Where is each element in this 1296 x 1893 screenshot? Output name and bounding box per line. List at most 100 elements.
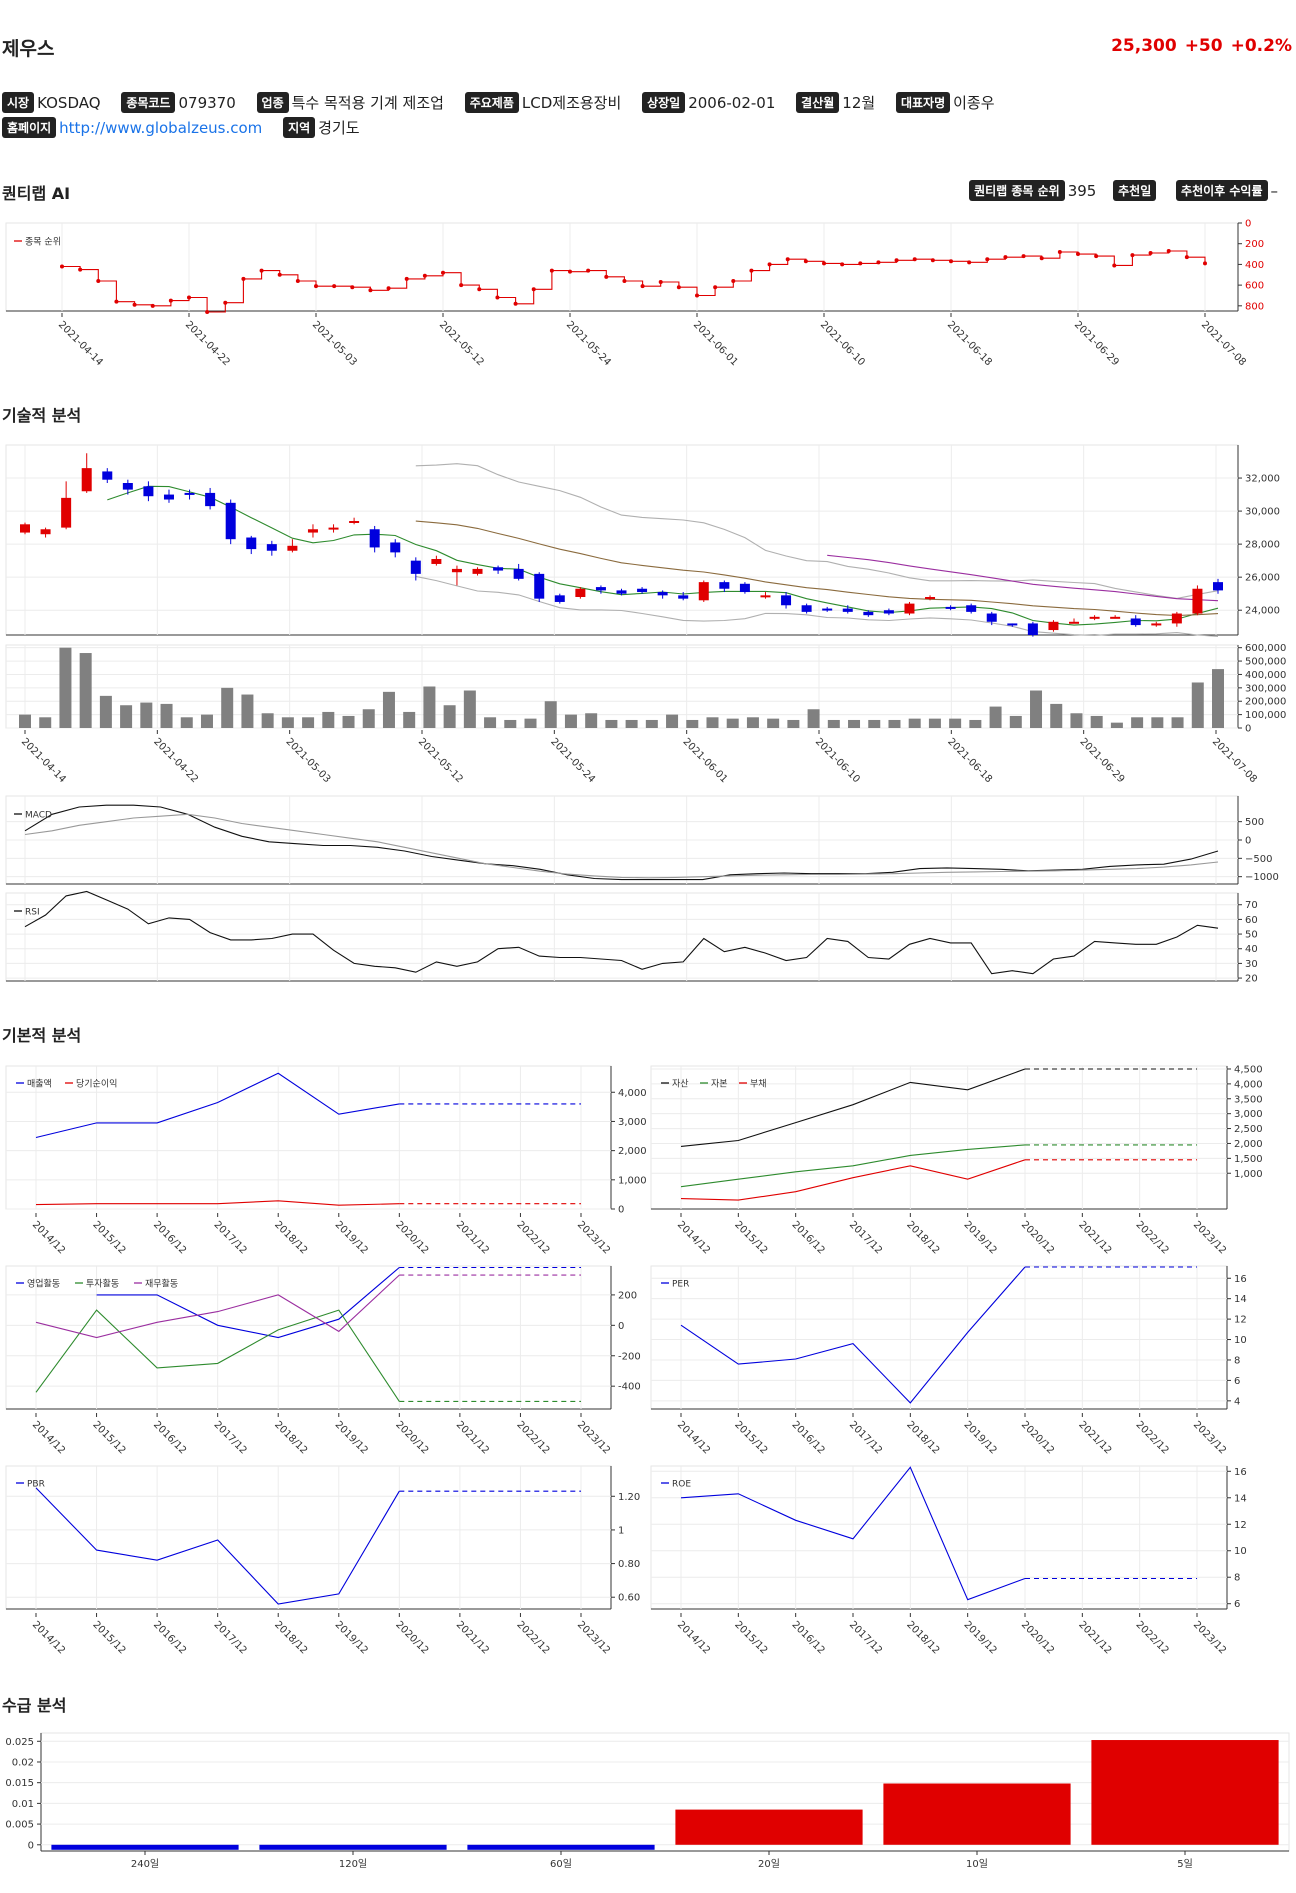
per-chart-xtick-label: 2019/12	[962, 1419, 999, 1456]
candle-body	[225, 502, 236, 540]
candle-body	[986, 613, 997, 622]
per-chart-xtick-label: 2016/12	[790, 1419, 827, 1456]
roe-chart-xtick-label: 2015/12	[732, 1619, 769, 1656]
candle-body	[904, 603, 915, 614]
rank-chart-xtick-label: 2021-06-18	[945, 319, 994, 368]
roe-chart-xtick-label: 2023/12	[1191, 1619, 1228, 1656]
candle-body	[205, 492, 216, 507]
revenue-chart-series-0	[35, 1072, 400, 1139]
rank-point	[731, 278, 736, 283]
rank-point	[60, 264, 64, 269]
flow-chart-tick-label: 0.015	[5, 1778, 34, 1789]
roe-chart-legend-label: ROE	[672, 1480, 691, 1490]
rank-point	[658, 280, 663, 285]
rank-point	[1203, 261, 1207, 266]
volume-bar	[746, 717, 759, 728]
rank-point	[1112, 263, 1117, 268]
balance-chart-xtick-label: 2021/12	[1076, 1219, 1113, 1256]
volume-bar	[403, 711, 416, 728]
rank-point	[1021, 254, 1026, 259]
candle-body	[307, 529, 318, 533]
rank-point	[1003, 255, 1008, 260]
rank-point	[858, 261, 863, 266]
cashflow-chart-xtick-label: 2015/12	[90, 1419, 127, 1456]
balance-chart-xtick-label: 2015/12	[732, 1219, 769, 1256]
rsi-chart-tick-label: 40	[1245, 944, 1258, 955]
info-row-2: 홈페이지 http://www.globalzeus.com 지역 경기도	[2, 117, 376, 138]
pbr-chart-tick-label: 1.20	[618, 1492, 640, 1503]
candle-body	[163, 494, 174, 500]
rank-point	[350, 285, 355, 290]
macd-chart-tick-label: −1000	[1245, 872, 1279, 883]
volume-bar	[787, 719, 800, 728]
cashflow-chart-xtick-label: 2020/12	[393, 1419, 430, 1456]
pbr-chart-tick-label: 0.60	[618, 1593, 640, 1604]
volume-bar	[686, 719, 699, 728]
balance-chart-xtick-label: 2020/12	[1019, 1219, 1056, 1256]
roe-chart-series-0	[680, 1466, 1026, 1601]
volume-bar	[1009, 715, 1022, 728]
volume-bar	[1110, 722, 1123, 728]
volume-bar	[261, 713, 274, 728]
rank-point	[695, 293, 699, 298]
section-ai: 퀀티랩 AI	[2, 184, 71, 203]
pbr-chart-series-0	[35, 1487, 400, 1605]
rank-point	[840, 262, 845, 267]
rank-chart-xtick-label: 2021-05-24	[564, 319, 613, 368]
candle-body	[575, 588, 586, 597]
candle-chart-tick-label: 30,000	[1245, 507, 1280, 518]
rank-point	[1057, 249, 1062, 254]
volume-bar	[382, 691, 395, 728]
volume-bar	[241, 694, 254, 728]
volume-chart-tick-label: 500,000	[1245, 657, 1286, 668]
rank-point	[531, 287, 536, 292]
rank-point	[386, 286, 391, 291]
volume-bar	[200, 714, 213, 728]
revenue-chart-xtick-label: 2019/12	[333, 1219, 370, 1256]
rank-point	[785, 257, 790, 262]
candle-body	[534, 573, 545, 599]
section-flow: 수급 분석	[2, 1696, 67, 1715]
cashflow-chart-series-1	[35, 1309, 400, 1402]
candle-body	[1089, 616, 1100, 619]
pbr-chart-xtick-label: 2022/12	[514, 1619, 551, 1656]
rank-point	[477, 287, 482, 292]
revenue-chart-tick-label: 3,000	[618, 1117, 647, 1128]
flow-bar	[1091, 1740, 1279, 1845]
volume-chart-xtick-label: 2021-07-08	[1210, 736, 1259, 785]
cashflow-chart-tick-label: 0	[618, 1321, 624, 1332]
per-chart-tick-label: 4	[1234, 1396, 1240, 1407]
cashflow-chart-xtick-label: 2017/12	[212, 1419, 249, 1456]
rank-point	[549, 268, 554, 273]
candle-body	[328, 527, 339, 530]
candle-body	[945, 606, 956, 609]
pbr-chart-xtick-label: 2016/12	[151, 1619, 188, 1656]
rec-date-tag: 추천일	[1113, 180, 1157, 201]
per-chart-xtick-label: 2022/12	[1134, 1419, 1171, 1456]
homepage-tag: 홈페이지	[2, 117, 57, 138]
roe-chart-xtick-label: 2016/12	[790, 1619, 827, 1656]
cashflow-chart-legend-label: 영업활동	[27, 1278, 60, 1290]
code-value: 079370	[178, 94, 236, 112]
homepage-link[interactable]: http://www.globalzeus.com	[59, 119, 263, 137]
rsi-chart-tick-label: 20	[1245, 974, 1258, 985]
price-change-pct: +0.2%	[1230, 36, 1292, 56]
rsi-chart	[5, 892, 1239, 982]
section-fund: 기본적 분석	[2, 1026, 82, 1045]
candle-body	[246, 537, 257, 550]
rank-chart-tick-label: 200	[1245, 239, 1264, 250]
candle-body	[1027, 623, 1038, 635]
roe-chart-xtick-label: 2019/12	[962, 1619, 999, 1656]
rank-point	[513, 301, 518, 306]
revenue-chart-xtick-label: 2023/12	[575, 1219, 612, 1256]
revenue-chart-xtick-label: 2018/12	[272, 1219, 309, 1256]
candle-body	[431, 559, 442, 564]
per-chart-tick-label: 14	[1234, 1294, 1247, 1305]
volume-bar	[888, 719, 901, 728]
candle-body	[595, 587, 606, 591]
candle-body	[760, 595, 771, 598]
rank-chart-xtick-label: 2021-06-10	[818, 319, 867, 368]
balance-chart-xtick-label: 2023/12	[1191, 1219, 1228, 1256]
volume-chart-tick-label: 0	[1245, 724, 1251, 735]
flow-chart-tick-label: 0	[28, 1840, 34, 1851]
